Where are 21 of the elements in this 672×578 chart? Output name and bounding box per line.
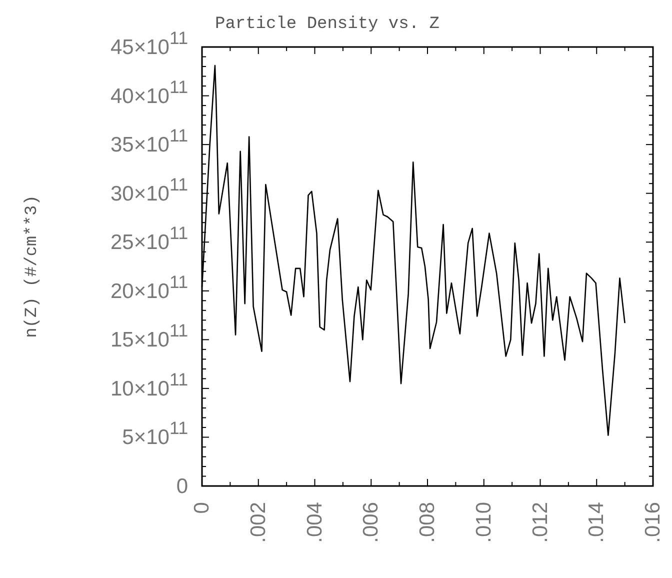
- y-tick-label: 20×10$^{11}$: [110, 272, 188, 303]
- x-tick-label: .016: [642, 502, 664, 543]
- x-tick-label: 0: [190, 502, 214, 514]
- y-tick-label: 10×10$^{11}$: [110, 369, 188, 400]
- y-tick-label: 15×10$^{11}$: [110, 320, 188, 352]
- y-axis-title: n(Z) (#/cm**3): [23, 195, 42, 338]
- x-tick-label: .014: [585, 502, 608, 543]
- x-tick-label: .012: [528, 502, 552, 543]
- y-tick-label: 25×10$^{11}$: [110, 223, 188, 254]
- x-tick-label: .002: [246, 502, 270, 543]
- x-tick-label: .006: [360, 502, 383, 543]
- y-tick-label: 35×10$^{11}$: [110, 126, 188, 157]
- y-tick-label: 0: [176, 475, 188, 498]
- x-tick-label: .010: [472, 502, 496, 543]
- x-tick-label: .004: [303, 502, 326, 543]
- y-tick-label: 45×10$^{11}$: [110, 28, 188, 59]
- x-tick-label: .008: [416, 502, 439, 543]
- chart-title: Particle Density vs. Z: [215, 15, 440, 34]
- y-tick-label: 30×10$^{11}$: [110, 174, 188, 206]
- y-tick-label: 40×10$^{11}$: [110, 76, 188, 108]
- y-tick-label: 5×10$^{11}$: [122, 418, 188, 450]
